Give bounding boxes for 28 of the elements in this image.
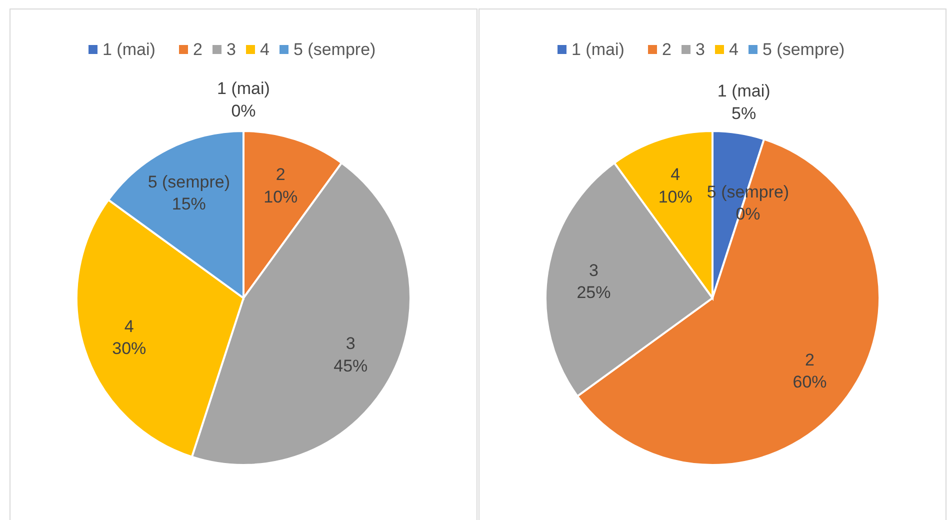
legend-label: 5 (sempre) [762, 40, 845, 59]
category-label: 1 (mai) [217, 79, 270, 98]
slice-label: 1 (mai) [717, 82, 770, 101]
legend-label: 2 [193, 40, 202, 59]
slice-label: 3 [346, 334, 356, 354]
legend-label: 3 [696, 40, 705, 59]
legend-label: 4 [729, 40, 738, 59]
data-label: 10% [264, 187, 298, 206]
slice-label: 4 [670, 165, 680, 184]
slice-label: 2 [276, 165, 286, 184]
data-label: 30% [112, 338, 146, 358]
data-label: 10% [658, 187, 692, 206]
slice-label: 5 (sempre) [148, 172, 230, 192]
data-label: 25% [576, 282, 611, 302]
legend-label: 5 (sempre) [294, 40, 376, 59]
data-label: 60% [792, 372, 827, 392]
legend-label: 1 (mai) [572, 40, 624, 59]
legend-label: 2 [662, 40, 672, 59]
legend-label: 4 [260, 40, 270, 59]
slice-label: 3 [589, 260, 598, 280]
data-label: 45% [334, 356, 368, 376]
data-label: 15% [172, 194, 206, 214]
text: 0% [231, 101, 256, 120]
data-label: 5% [732, 104, 756, 123]
legend-label: 3 [226, 40, 236, 59]
slice-label: 2 [805, 350, 815, 370]
slice-label: 4 [124, 316, 134, 336]
legend-label: 1 (mai) [102, 40, 156, 59]
